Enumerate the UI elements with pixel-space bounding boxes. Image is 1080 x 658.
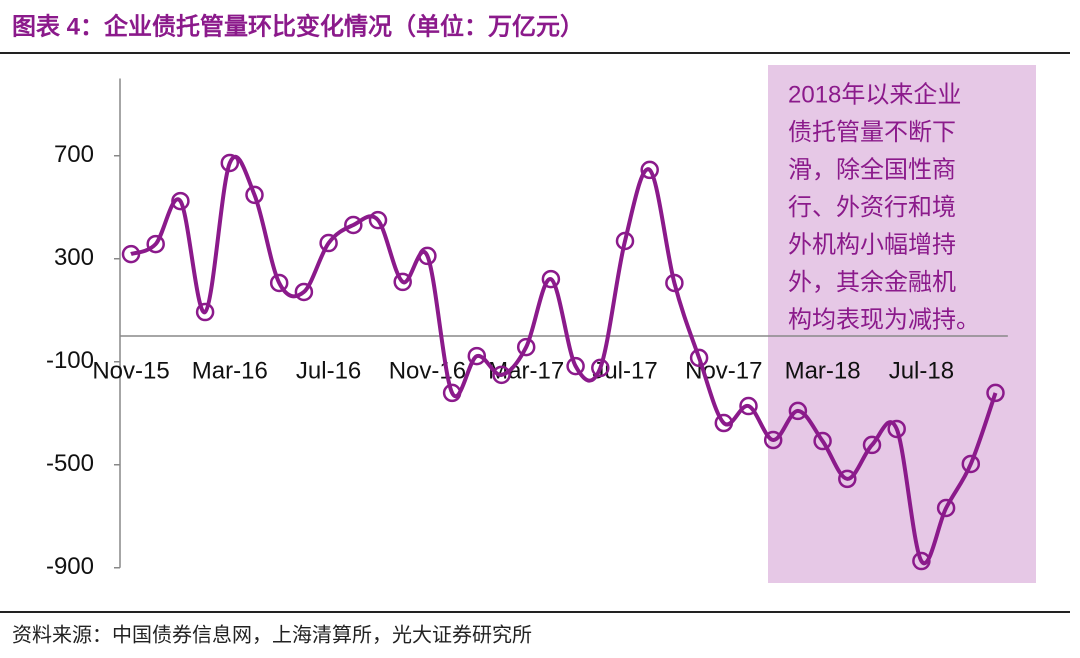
marker [269, 273, 289, 293]
marker [936, 498, 956, 518]
marker [838, 469, 857, 489]
marker [961, 454, 981, 474]
marker [986, 383, 1005, 403]
marker [344, 215, 363, 235]
annotation: 债托管量不断下 [788, 119, 956, 146]
annotation: 外机构小幅增持 [788, 231, 956, 258]
x-tick-label: Jul-16 [296, 357, 361, 384]
marker [591, 358, 610, 378]
marker [418, 246, 437, 266]
annotation: 行、外资行和境 [788, 194, 956, 221]
x-tick-label: Nov-17 [685, 357, 762, 384]
marker [714, 413, 734, 433]
marker [393, 272, 412, 292]
marker [665, 273, 684, 293]
x-tick-label: Nov-16 [389, 357, 466, 384]
highlight-box [768, 65, 1036, 583]
line [130, 154, 998, 566]
chart-title: 图表 4：企业债托管量环比变化情况（单位：万亿元） [12, 12, 584, 40]
marker [516, 337, 536, 357]
marker [195, 302, 215, 322]
marker [319, 233, 338, 253]
annotation: 构均表现为减持。 [788, 306, 980, 333]
annotation: 滑，除全国性商 [788, 156, 956, 183]
marker [245, 185, 264, 205]
y-tick-label: 300 [54, 244, 94, 271]
x-tick-label: Mar-16 [192, 357, 268, 384]
marker [566, 356, 585, 376]
marker [171, 191, 190, 211]
x-tick-label: Mar-17 [488, 357, 564, 384]
marker [813, 431, 832, 451]
marker [146, 234, 165, 254]
y-tick-label: 700 [54, 141, 94, 168]
marker [862, 435, 882, 455]
annotation: 2018年以来企业 [788, 81, 961, 108]
marker [640, 160, 659, 180]
marker [294, 282, 314, 302]
source: 资料来源：中国债券信息网，上海清算所，光大证券研究所 [12, 623, 532, 646]
marker [220, 153, 240, 173]
x-tick-label: Mar-18 [785, 357, 861, 384]
y-tick-label: -100 [46, 347, 94, 374]
marker [492, 365, 511, 385]
marker [739, 396, 758, 416]
marker [368, 210, 388, 230]
marker [615, 231, 635, 251]
x-tick-label: Jul-18 [889, 357, 954, 384]
y-tick-label: -500 [46, 450, 94, 477]
marker [442, 383, 462, 403]
marker [788, 401, 808, 421]
marker [763, 430, 783, 450]
y-tick-label: -900 [46, 553, 94, 580]
marker [912, 551, 931, 571]
marker [541, 269, 561, 289]
annotation: 外，其余金融机 [788, 269, 956, 296]
marker [467, 346, 487, 366]
marker [689, 348, 709, 368]
marker [121, 244, 141, 264]
x-tick-label: Nov-15 [92, 357, 169, 384]
marker [887, 419, 906, 439]
